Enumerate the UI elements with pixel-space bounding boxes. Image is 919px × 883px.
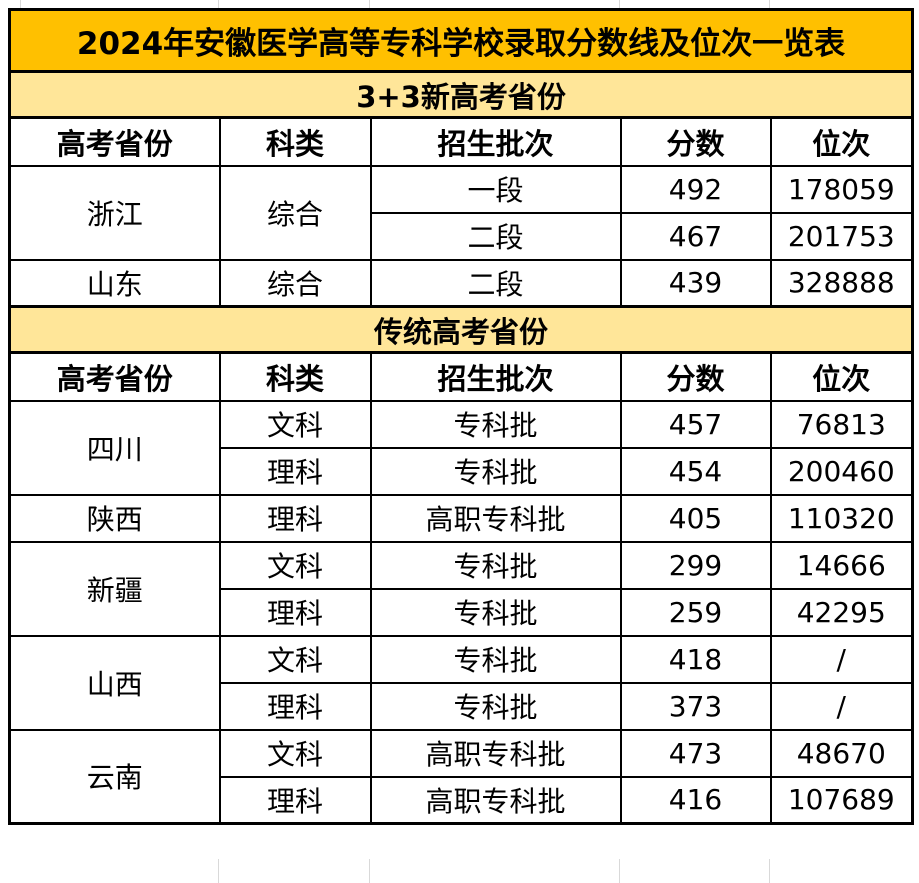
cell-rank: 200460: [769, 446, 914, 496]
col-header-score: 分数: [619, 351, 772, 402]
cell-score: 467: [619, 211, 772, 261]
cell-province: 山东: [8, 258, 221, 308]
gridline-top: [369, 0, 370, 8]
table-row: 理科 专科批 454 200460: [10, 446, 914, 496]
cell-score: 473: [619, 728, 772, 778]
cell-batch: 二段: [369, 258, 622, 308]
section-label-new-gaokao: 3+3新高考省份: [8, 70, 914, 119]
col-header-subject: 科类: [218, 351, 372, 402]
cell-score: 492: [619, 164, 772, 214]
cell-batch: 高职专科批: [369, 493, 622, 543]
cell-score: 259: [619, 587, 772, 637]
cell-province: 新疆: [8, 540, 221, 637]
table-row: 四川 文科 专科批 457 76813: [8, 399, 914, 496]
cell-province: 云南: [8, 728, 221, 825]
cell-score: 405: [619, 493, 772, 543]
cell-batch: 专科批: [369, 446, 622, 496]
section-header-row: 传统高考省份: [8, 305, 914, 354]
col-header-rank: 位次: [769, 116, 914, 167]
section-header-row: 3+3新高考省份: [8, 70, 914, 119]
table-row: 二段 467 201753: [10, 211, 914, 261]
cell-subject: 理科: [218, 681, 372, 731]
gridline-bottom: [619, 859, 620, 883]
cell-score: 457: [619, 399, 772, 449]
cell-subject: 文科: [218, 399, 372, 449]
cell-rank: 107689: [769, 775, 914, 825]
cell-subject: 理科: [218, 775, 372, 825]
col-header-rank: 位次: [769, 351, 914, 402]
cell-score: 454: [619, 446, 772, 496]
cell-rank: 42295: [769, 587, 914, 637]
cell-batch: 专科批: [369, 587, 622, 637]
gridline-bottom: [769, 859, 770, 883]
table-row: 理科 高职专科批 416 107689: [10, 775, 914, 825]
table-row: 陕西 理科 高职专科批 405 110320: [8, 493, 914, 543]
column-header-row: 高考省份 科类 招生批次 分数 位次: [8, 116, 914, 167]
cell-batch: 二段: [369, 211, 622, 261]
cell-rank: /: [769, 634, 914, 684]
cell-rank: /: [769, 681, 914, 731]
cell-rank: 110320: [769, 493, 914, 543]
column-header-row: 高考省份 科类 招生批次 分数 位次: [8, 351, 914, 402]
table-row: 山东 综合 二段 439 328888: [8, 258, 914, 308]
gridline-top: [218, 0, 219, 8]
cell-subject: 理科: [218, 446, 372, 496]
table-row: 浙江 综合 一段 492 178059: [8, 164, 914, 261]
gridline-bottom: [218, 859, 219, 883]
cell-province: 陕西: [8, 493, 221, 543]
cell-subject: 文科: [218, 634, 372, 684]
table-row: 云南 文科 高职专科批 473 48670: [8, 728, 914, 825]
cell-province: 浙江: [8, 164, 221, 261]
cell-score: 373: [619, 681, 772, 731]
cell-batch: 高职专科批: [369, 775, 622, 825]
gridline-top: [619, 0, 620, 8]
cell-batch: 高职专科批: [369, 728, 622, 778]
col-header-subject: 科类: [218, 116, 372, 167]
cell-score: 439: [619, 258, 772, 308]
table-title-row: 2024年安徽医学高等专科学校录取分数线及位次一览表: [7, 8, 915, 73]
page-title: 2024年安徽医学高等专科学校录取分数线及位次一览表: [7, 8, 915, 73]
cell-rank: 178059: [769, 164, 914, 214]
table-row: 山西 文科 专科批 418 /: [8, 634, 914, 731]
cell-subject: 理科: [218, 493, 372, 543]
section-label-traditional: 传统高考省份: [8, 305, 914, 354]
col-header-province: 高考省份: [8, 351, 221, 402]
cell-subject: 综合: [218, 258, 372, 308]
col-header-batch: 招生批次: [369, 116, 622, 167]
cell-score: 299: [619, 540, 772, 590]
table-row: 新疆 文科 专科批 299 14666: [8, 540, 914, 637]
cell-batch: 一段: [369, 164, 622, 214]
cell-subject: 理科: [218, 587, 372, 637]
cell-batch: 专科批: [369, 399, 622, 449]
table-row: 理科 专科批 259 42295: [10, 587, 914, 637]
cell-score: 418: [619, 634, 772, 684]
cell-batch: 专科批: [369, 540, 622, 590]
cell-rank: 328888: [769, 258, 914, 308]
cell-province: 山西: [8, 634, 221, 731]
cell-batch: 专科批: [369, 634, 622, 684]
gridline-bottom: [369, 859, 370, 883]
cell-rank: 48670: [769, 728, 914, 778]
col-header-province: 高考省份: [8, 116, 221, 167]
cell-rank: 201753: [769, 211, 914, 261]
gridline-top: [769, 0, 770, 8]
col-header-batch: 招生批次: [369, 351, 622, 402]
admission-score-table: 2024年安徽医学高等专科学校录取分数线及位次一览表 3+3新高考省份 高考省份…: [7, 8, 915, 825]
cell-subject: 综合: [218, 164, 372, 261]
table-row: 理科 专科批 373 /: [10, 681, 914, 731]
cell-rank: 76813: [769, 399, 914, 449]
cell-score: 416: [619, 775, 772, 825]
cell-province: 四川: [8, 399, 221, 496]
cell-subject: 文科: [218, 728, 372, 778]
col-header-score: 分数: [619, 116, 772, 167]
cell-subject: 文科: [218, 540, 372, 590]
cell-rank: 14666: [769, 540, 914, 590]
cell-batch: 专科批: [369, 681, 622, 731]
gridline-top: [20, 0, 21, 8]
